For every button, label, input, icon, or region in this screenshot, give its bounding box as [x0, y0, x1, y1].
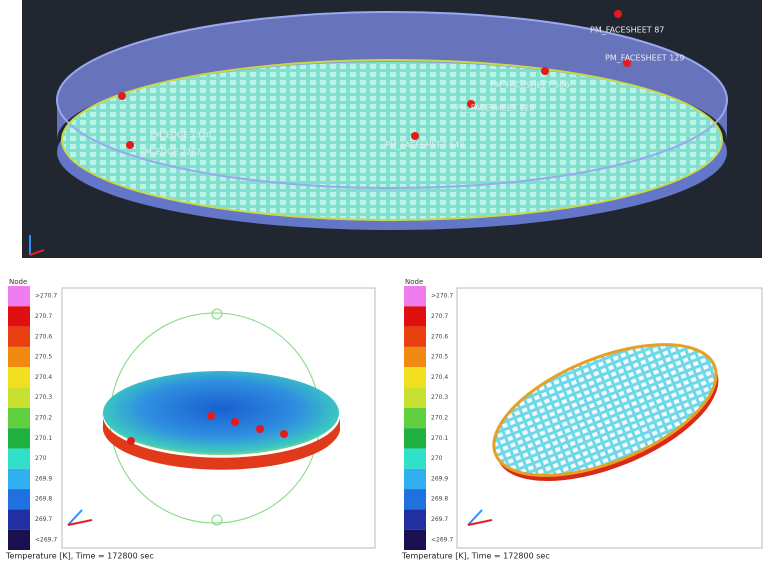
legend-swatch	[404, 469, 426, 489]
legend-swatch	[404, 509, 426, 529]
legend-swatch	[404, 327, 426, 347]
legend-label: 270.6	[35, 333, 52, 340]
legend-label: 269.9	[431, 475, 448, 482]
model-label: PM_FACESHEET 87	[590, 26, 664, 35]
legend-label: 269.9	[35, 475, 52, 482]
legend-swatch	[404, 448, 426, 468]
legend-swatch	[8, 388, 30, 408]
legend-label: 270.6	[431, 333, 448, 340]
legend-label: 269.7	[431, 516, 448, 523]
legend-swatch	[8, 509, 30, 529]
legend-label: 270.5	[35, 354, 52, 361]
screen: PM_FACESHEET 87 PM_FACESHEET 129 PM_FACESH…	[0, 0, 769, 563]
legend-label: 270.3	[35, 394, 52, 401]
legend-label: 270.3	[431, 394, 448, 401]
legend-swatch	[404, 306, 426, 326]
legend-label: >270.7	[35, 293, 57, 300]
model-label: PM_FACESHEET 649	[385, 141, 464, 150]
caption: Temperature [K], Time = 172800 sec	[5, 552, 154, 561]
legend-label: 270.2	[35, 415, 52, 422]
legend-swatch	[8, 428, 30, 448]
model-label: PM_EDGE 1320	[150, 131, 211, 140]
legend-label: 270.7	[431, 313, 448, 320]
legend-swatch	[404, 428, 426, 448]
legend-label: 269.8	[431, 496, 448, 503]
caption: Temperature [K], Time = 172800 sec	[401, 552, 550, 561]
legend-swatch	[8, 530, 30, 550]
legend-label: 270.1	[35, 435, 52, 442]
legend-label: 270.1	[431, 435, 448, 442]
legend-swatch	[8, 327, 30, 347]
legend-label: 270.4	[431, 374, 448, 381]
legend-swatch	[404, 408, 426, 428]
legend-label: 270	[35, 455, 47, 462]
model-label: PM_FACESHEET 129	[605, 54, 684, 63]
legend-title: Node	[9, 278, 27, 286]
model-label: PM_FACESHEET 506	[490, 81, 569, 90]
legend-label: <269.7	[431, 536, 453, 543]
legend-label: 269.8	[35, 496, 52, 503]
legend-label: 270.5	[431, 354, 448, 361]
legend-swatch	[404, 530, 426, 550]
model-label: PM_EDGE 2262	[140, 148, 201, 157]
legend-swatch	[8, 306, 30, 326]
legend-title: Node	[405, 278, 423, 286]
legend-label: 270.2	[431, 415, 448, 422]
legend-swatch	[404, 489, 426, 509]
legend-swatch	[404, 286, 426, 306]
legend-swatch	[8, 448, 30, 468]
legend-label: 270.7	[35, 313, 52, 320]
legend-label: >270.7	[431, 293, 453, 300]
page: PM_FACESHEET 87 PM_FACESHEET 129 PM_FACESH…	[0, 0, 769, 563]
legend-swatch	[8, 367, 30, 387]
legend-label: <269.7	[35, 536, 57, 543]
legend-swatch	[8, 408, 30, 428]
legend-label: 270.4	[35, 374, 52, 381]
legend-swatch	[8, 489, 30, 509]
legend-swatch	[404, 388, 426, 408]
legend-swatch	[8, 469, 30, 489]
legend-swatch	[8, 347, 30, 367]
legend-label: 269.7	[35, 516, 52, 523]
legend-swatch	[404, 347, 426, 367]
legend-swatch	[404, 367, 426, 387]
legend-swatch	[8, 286, 30, 306]
legend-label: 270	[431, 455, 443, 462]
model-label: PM_FACESHEET 128	[455, 104, 534, 113]
